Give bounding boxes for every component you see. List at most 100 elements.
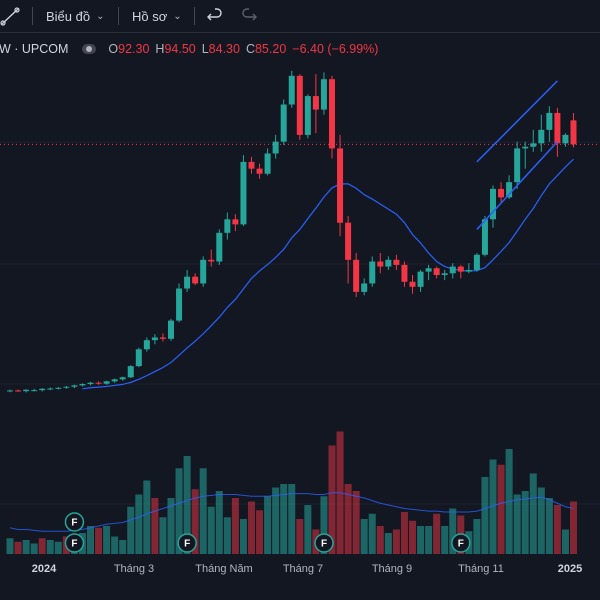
candle [514,141,521,189]
candle [39,388,46,392]
volume-bar [46,540,54,554]
candle [449,263,456,279]
chart-menu-button[interactable]: Biểu đồ ⌄ [46,0,104,32]
candle [433,266,440,279]
candle [554,107,561,157]
candle [248,156,255,174]
candle [329,75,335,159]
toolbar-divider [194,7,195,25]
candle [159,333,166,342]
eye-icon [86,46,93,52]
high-label: H [155,42,165,56]
volume-bar [239,519,247,554]
volume-bar [368,513,376,554]
candle [31,388,38,392]
candle [55,387,62,390]
dividend-flag-label: F [71,518,77,529]
change-value: −6.40 (−6.99%) [292,42,379,56]
volume-bar [143,480,151,554]
volume-bar [570,501,577,554]
volume-bar [425,526,433,554]
volume-bar [328,445,336,554]
volume-bar [6,538,14,554]
candle [95,381,102,385]
volume-bar [256,510,264,554]
time-axis: 2024 Tháng 3 Tháng Năm Tháng 7 Tháng 9 Tháng … [0,554,600,600]
volume-bar [199,468,207,554]
volume-bar [344,484,352,554]
volume-bar [135,494,143,554]
time-axis-background [0,554,600,600]
candle [264,148,271,176]
symbol-name: 1W · UPCOM [0,42,69,56]
volume-bar [473,519,481,554]
volume-bar [441,526,449,554]
volume-bar [529,473,537,554]
chart-menu-label: Biểu đồ [46,8,91,24]
dividend-flag-label: F [184,539,190,550]
candle [522,141,529,169]
candle [481,215,488,257]
volume-bar [119,540,127,554]
volume-bar [288,484,296,554]
toolbar-divider [118,7,119,25]
top-toolbar: Biểu đồ ⌄ Hồ sơ ⌄ [0,0,600,33]
candle [498,182,505,203]
dividend-flags: FF F F F [64,512,471,553]
candle [562,133,569,147]
candle [111,378,118,383]
volume-bar [272,487,280,554]
volume-bar [561,529,569,554]
candle [288,70,295,108]
candle [296,74,303,140]
volume-bar [111,536,119,554]
price-chart[interactable]: FF F F F 2024 Tháng 3 Tháng Năm Tháng 7 Tháng 9… [0,32,600,600]
volume-bar [384,533,392,554]
volume-bar [352,491,360,554]
volume-bar [30,543,38,554]
redo-button[interactable] [240,0,258,32]
candle [47,387,54,391]
volume-bar [183,456,191,554]
candle [143,337,150,352]
time-axis-label: Tháng 9 [372,563,412,575]
candle [409,275,416,294]
volume-bar [22,540,30,554]
candle [393,254,400,270]
volume-bar [54,541,62,554]
dividend-flag-label: F [321,539,327,550]
candle [570,112,577,148]
profile-menu-button[interactable]: Hồ sơ ⌄ [132,0,182,32]
candle [79,383,86,387]
high-value: 94.50 [164,42,196,56]
drawing-tool-button[interactable] [0,0,26,32]
profile-menu-label: Hồ sơ [132,8,168,24]
candle [103,380,110,385]
candle [63,386,70,389]
candle [232,214,239,232]
volume-bar [207,506,215,554]
candle [15,389,22,392]
volume-bar [537,487,545,554]
candle [312,74,319,134]
volume-bar [360,519,368,554]
volume-bar [103,526,111,554]
open-label: O [108,42,119,56]
candle [377,253,384,274]
volume-bar [175,468,183,554]
candle [135,347,142,368]
time-axis-label: 2024 [32,563,57,575]
undo-button[interactable] [206,0,224,32]
low-label: L [201,42,209,56]
visibility-toggle[interactable] [82,44,97,54]
time-axis-label: Tháng 11 [458,563,504,575]
volume-bar [191,489,199,554]
volume-bar [521,491,529,554]
time-axis-label: 2025 [558,563,582,575]
dividend-flag-icon: F [177,533,197,553]
time-axis-label: Tháng Năm [195,563,252,575]
volume-bar [167,498,175,554]
close-value: 85.20 [254,42,287,56]
candle [240,155,247,227]
candle [216,229,223,265]
